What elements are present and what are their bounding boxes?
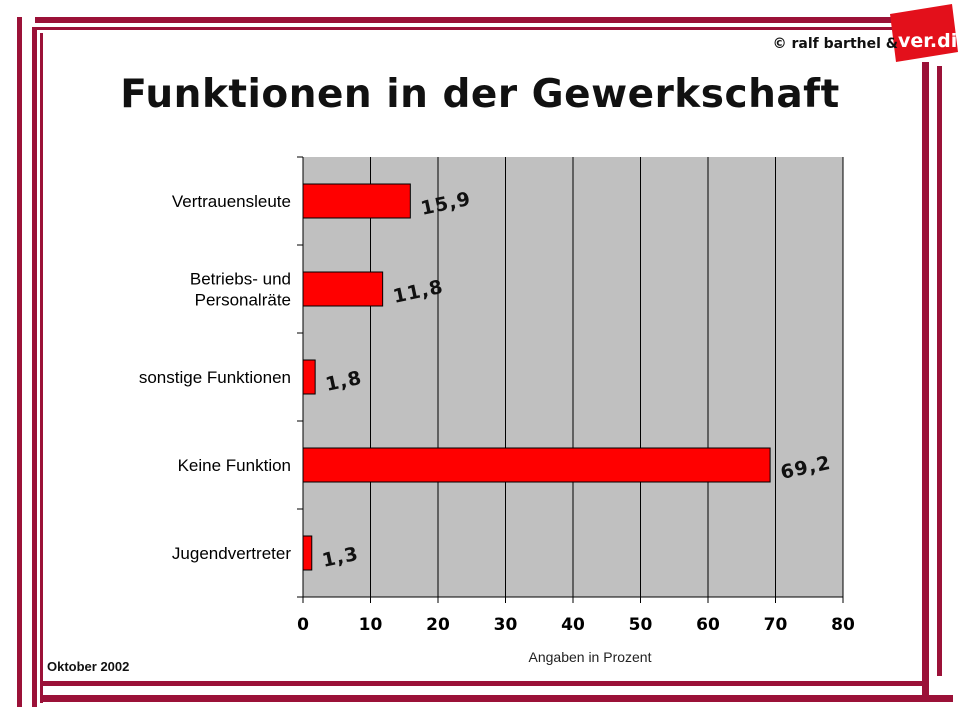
frame-top-outer [35,17,895,23]
verdi-logo-text: ver.di [898,30,958,52]
bar [302,535,313,571]
frame-bottom-inner [43,695,953,702]
x-tick-label: 30 [494,615,518,635]
x-tick-label: 60 [696,615,720,635]
bar [302,447,771,483]
x-tick-label: 0 [297,615,309,635]
category-label: Keine Funktion [178,456,291,475]
frame-right-outer [922,62,929,702]
x-tick-label: 10 [359,615,383,635]
chart-title: Funktionen in der Gewerkschaft [120,72,840,117]
frame-left-outer [17,17,22,707]
copyright-text: © ralf barthel & [772,36,898,52]
bar [302,359,316,395]
bar [302,183,411,219]
frame-right-inner [937,66,942,676]
frame-bottom-outer [43,681,928,686]
x-tick-label: 20 [426,615,450,635]
category-label: sonstige Funktionen [139,368,291,387]
category-label: Jugendvertreter [172,544,291,563]
frame-left-inner [32,27,37,707]
verdi-logo [890,4,958,62]
x-axis-label: Angaben in Prozent [528,649,652,665]
category-label: Betriebs- und [190,270,291,289]
x-tick-label: 80 [831,615,855,635]
frame-top-inner [35,27,895,30]
category-label: Vertrauensleute [172,192,291,211]
x-tick-label: 70 [764,615,788,635]
bar [302,271,384,307]
date-label: Oktober 2002 [47,659,130,674]
frame-left-thin [40,33,43,703]
category-label: Personalräte [195,291,291,310]
x-tick-label: 50 [629,615,653,635]
x-tick-label: 40 [561,615,585,635]
